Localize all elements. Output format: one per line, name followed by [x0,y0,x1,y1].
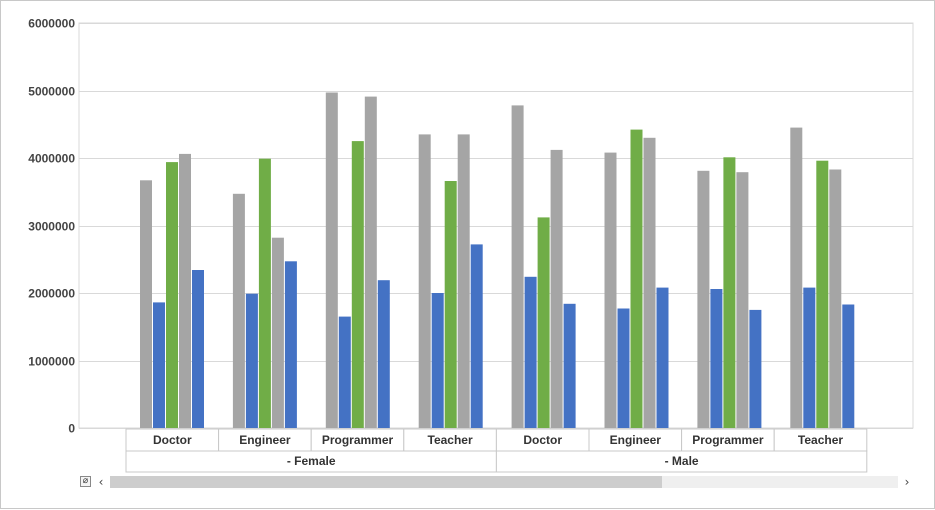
bar [617,308,630,428]
bar [630,129,643,428]
x-group-label: - Female [287,454,336,468]
bar [790,127,803,428]
bar [697,170,710,429]
x-category-label: Teacher [798,433,843,447]
bar [166,162,178,428]
bar [537,217,550,428]
bar [604,152,617,428]
bar [179,153,191,428]
plot-area [78,22,914,429]
bar [457,134,470,428]
y-tick-label: 5000000 [28,85,75,99]
scroll-right-icon[interactable]: › [904,475,910,489]
bar [710,289,723,428]
bar [232,193,245,428]
bar [431,293,444,428]
y-tick-label: 6000000 [28,17,75,31]
bar [829,169,842,428]
y-tick-label: 2000000 [28,287,75,301]
x-category-label: Programmer [322,433,394,447]
bar [258,158,271,428]
bar [271,237,284,428]
x-group-label: - Male [665,454,699,468]
bar [140,180,152,428]
zoom-reset-icon[interactable]: ⌀ [80,476,91,487]
bar [325,92,338,428]
bar [550,149,563,428]
y-tick-label: 4000000 [28,152,75,166]
bar [338,316,351,428]
bar [736,172,749,428]
bar [563,303,576,428]
x-category-label: Teacher [428,433,473,447]
bar [153,302,165,428]
bar [245,293,258,428]
y-tick-label: 1000000 [28,355,75,369]
bar [192,270,204,428]
scrollbar-track[interactable] [110,476,898,488]
x-category-label: Programmer [692,433,764,447]
bar [656,287,669,428]
bar [377,280,390,428]
x-category-label: Engineer [610,433,662,447]
x-category-label: Doctor [153,433,192,447]
bar [803,287,816,428]
bar [842,304,855,428]
horizontal-scrollbar[interactable]: ⌀ ‹ › [80,475,914,489]
bar [284,261,297,428]
bar [470,244,483,428]
scrollbar-thumb[interactable] [110,476,662,488]
x-category-label: Engineer [239,433,291,447]
bar [524,276,537,428]
x-group-cell [495,450,868,473]
bar [723,157,736,429]
bar [444,181,457,428]
y-tick-label: 3000000 [28,220,75,234]
y-tick-label: 0 [68,422,75,436]
bar [749,309,762,428]
bar [351,141,364,428]
bar [511,105,524,429]
scroll-left-icon[interactable]: ‹ [98,475,104,489]
bar [364,96,377,428]
bar [643,137,656,429]
bar [418,134,431,428]
x-category-label: Doctor [523,433,562,447]
bar [816,160,829,428]
